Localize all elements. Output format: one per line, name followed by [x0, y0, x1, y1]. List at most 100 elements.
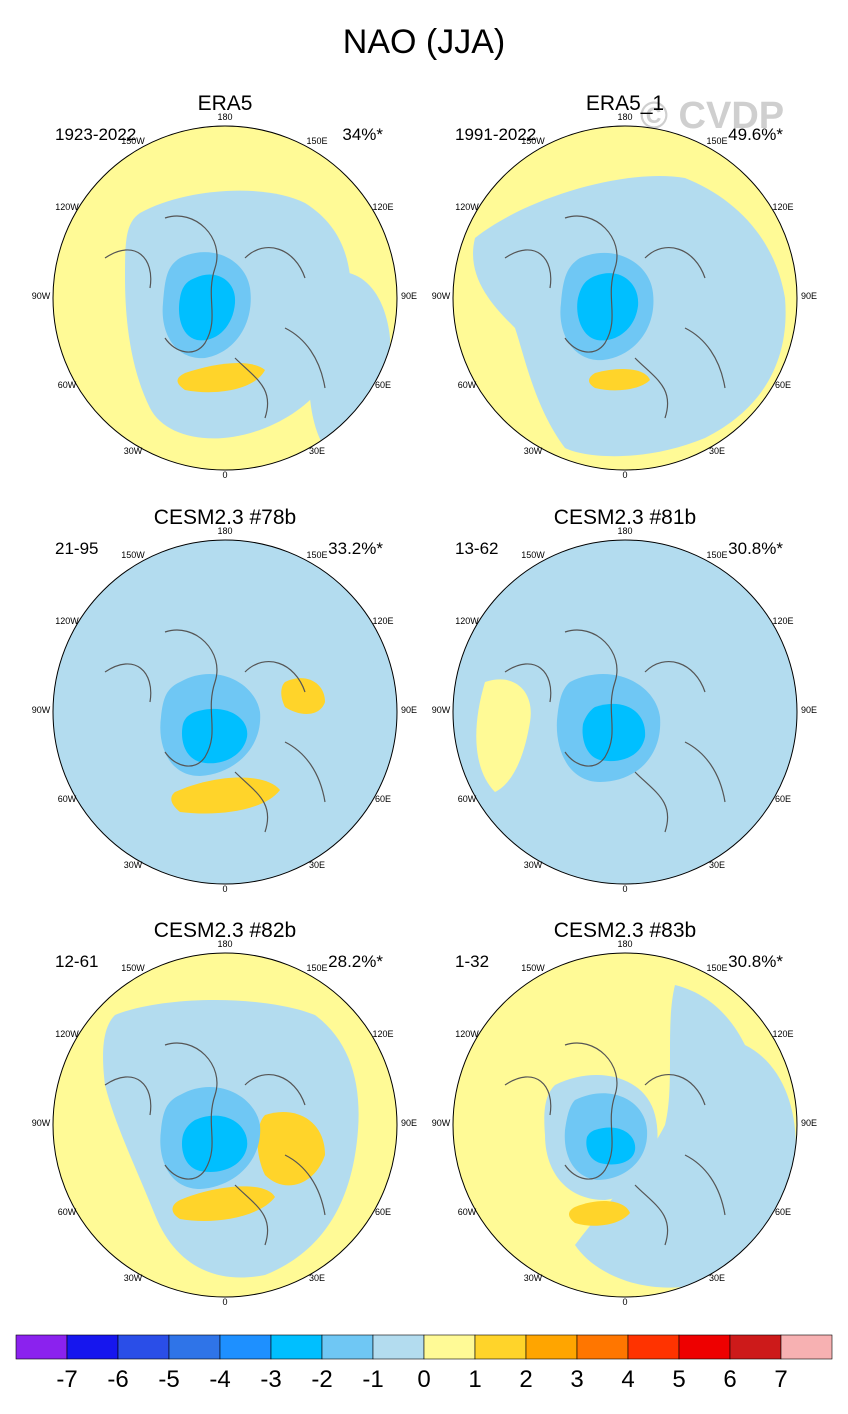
map-boundary [452, 539, 798, 885]
longitude-label: 90E [401, 1118, 417, 1128]
longitude-label: 150E [706, 963, 727, 973]
longitude-label: 90E [801, 291, 817, 301]
anomaly-contour [476, 679, 531, 792]
panel-variance: 28.2%* [328, 952, 383, 971]
panel-period: 21-95 [55, 539, 98, 558]
longitude-label: 60W [458, 794, 477, 804]
longitude-label: 180 [617, 526, 632, 536]
longitude-label: 150W [121, 963, 145, 973]
anomaly-contour [577, 273, 639, 341]
anomaly-contour [575, 985, 796, 1288]
map-boundary [52, 539, 398, 885]
anomaly-contour [171, 777, 280, 814]
anomaly-field [453, 126, 797, 470]
anomaly-field [53, 540, 397, 884]
longitude-label: 0 [622, 884, 627, 894]
colorbar-tick-label: -2 [311, 1366, 332, 1393]
anomaly-contour [257, 1111, 325, 1186]
longitude-label: 90W [32, 291, 51, 301]
colorbar-tick-label: -6 [107, 1366, 128, 1393]
longitude-label: 30W [124, 860, 143, 870]
map-panel: 180 150E 120E 90E 60E 30E 0 30W 60W 90W 120W 150W ER… [32, 92, 417, 480]
colorbar-swatch [576, 1334, 629, 1360]
longitude-label: 120W [55, 1029, 79, 1039]
colorbar-swatch [219, 1334, 272, 1360]
longitude-label: 120W [455, 616, 479, 626]
longitude-label: 90E [401, 291, 417, 301]
longitude-label: 90W [432, 1118, 451, 1128]
colorbar-swatch [15, 1334, 68, 1360]
anomaly-field [453, 953, 797, 1297]
panel-period: 13-62 [455, 539, 498, 558]
panel-variance: 30.8%* [728, 952, 783, 971]
longitude-label: 90E [401, 705, 417, 715]
longitude-label: 150E [306, 136, 327, 146]
longitude-label: 60E [375, 380, 391, 390]
colorbar-swatch [525, 1334, 578, 1360]
longitude-label: 120E [772, 202, 793, 212]
longitude-label: 180 [217, 939, 232, 949]
longitude-label: 30E [309, 1273, 325, 1283]
colorbar-tick-label: -1 [362, 1366, 383, 1393]
panel-variance: 30.8%* [728, 539, 783, 558]
longitude-label: 0 [622, 1297, 627, 1307]
longitude-label: 30E [309, 860, 325, 870]
colorbar-tick-label: 3 [570, 1366, 583, 1393]
longitude-label: 0 [222, 1297, 227, 1307]
anomaly-contour [281, 678, 325, 714]
panel-title: CESM2.3 #83b [554, 919, 696, 942]
anomaly-contour [181, 708, 248, 764]
anomaly-contour [308, 271, 390, 448]
colorbar-tick-label: -7 [56, 1366, 77, 1393]
colorbar-tick-label: -4 [209, 1366, 230, 1393]
longitude-label: 180 [617, 112, 632, 122]
anomaly-field [53, 126, 397, 470]
longitude-label: 150W [121, 550, 145, 560]
longitude-label: 0 [222, 470, 227, 480]
longitude-label: 90E [801, 705, 817, 715]
longitude-label: 30W [524, 860, 543, 870]
longitude-label: 90E [801, 1118, 817, 1128]
map-panel: 180 150E 120E 90E 60E 30E 0 30W 60W 90W 120W 150W CE… [32, 919, 417, 1307]
anomaly-contour [582, 703, 646, 762]
colorbar: -7 -6 -5 -4 -3 -2 -1 0 1 2 3 4 5 6 7 [15, 1334, 833, 1393]
panel-period: 1-32 [455, 952, 489, 971]
colorbar-swatch [780, 1334, 833, 1360]
longitude-label: 60E [375, 794, 391, 804]
longitude-label: 150E [706, 136, 727, 146]
panel-title: ERA5 [198, 92, 253, 115]
longitude-label: 150E [706, 550, 727, 560]
longitude-label: 120E [372, 202, 393, 212]
anomaly-field [53, 953, 397, 1297]
colorbar-tick-label: 5 [672, 1366, 685, 1393]
longitude-label: 180 [617, 939, 632, 949]
panel-period: 1923-2022 [55, 125, 136, 144]
coastline [504, 629, 726, 833]
panel-title: CESM2.3 #78b [154, 506, 296, 529]
map-panel: 180 150E 120E 90E 60E 30E 0 30W 60W 90W 120W 150W CE… [432, 919, 817, 1307]
colorbar-swatch [729, 1334, 782, 1360]
colorbar-tick-label: 2 [519, 1366, 532, 1393]
longitude-label: 120W [55, 616, 79, 626]
longitude-label: 120E [372, 616, 393, 626]
coastline [104, 1042, 326, 1246]
coastline [504, 1042, 726, 1246]
longitude-label: 30W [124, 1273, 143, 1283]
colorbar-swatch [423, 1334, 476, 1360]
longitude-label: 30E [709, 860, 725, 870]
anomaly-contour [569, 1201, 630, 1226]
longitude-label: 90W [32, 1118, 51, 1128]
colorbar-swatch [372, 1334, 425, 1360]
colorbar-tick-label: 6 [723, 1366, 736, 1393]
colorbar-swatch [474, 1334, 527, 1360]
anomaly-contour [178, 274, 236, 341]
panel-variance: 34%* [342, 125, 383, 144]
anomaly-contour [177, 362, 265, 393]
longitude-label: 90W [32, 705, 51, 715]
map-boundary [52, 952, 398, 1298]
longitude-label: 150W [521, 963, 545, 973]
colorbar-swatch [678, 1334, 731, 1360]
longitude-label: 60W [58, 380, 77, 390]
longitude-label: 60W [58, 1207, 77, 1217]
anomaly-contour [172, 1186, 275, 1221]
